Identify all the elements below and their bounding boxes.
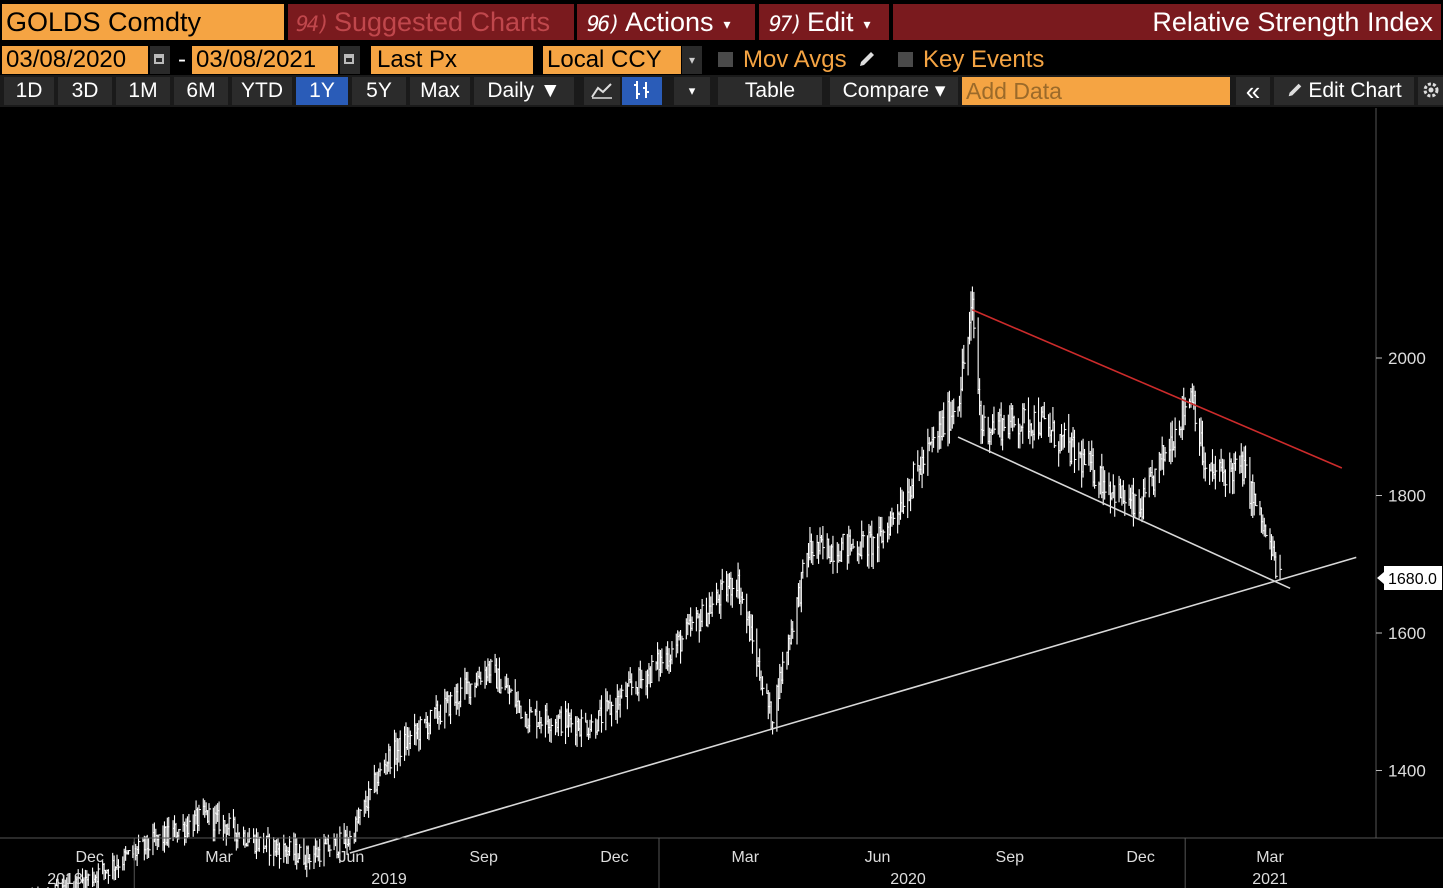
calendar-icon[interactable] (150, 46, 170, 74)
currency-select[interactable]: Local CCY (543, 46, 681, 74)
last-price-pointer (1377, 572, 1384, 584)
end-date-input[interactable]: 03/08/2021 (192, 46, 338, 74)
range-ytd-button[interactable]: YTD (232, 77, 292, 105)
chevron-down-icon[interactable]: ▾ (682, 46, 702, 74)
support-trendline[interactable] (957, 436, 1291, 590)
x-tick-label: Mar (1256, 849, 1284, 866)
page-title: Relative Strength Index (893, 4, 1441, 40)
range-5y-button[interactable]: 5Y (352, 77, 406, 105)
price-chart: 120014001600180020001680.0 DecMarJunSepD… (0, 108, 1443, 888)
resistance-trendline[interactable] (972, 309, 1343, 469)
edit-chart-button[interactable]: Edit Chart (1274, 77, 1414, 105)
edit-chart-label: Edit Chart (1308, 79, 1402, 102)
y-tick-label: 1800 (1388, 487, 1426, 506)
pencil-icon (1289, 83, 1302, 97)
gear-icon[interactable] (1418, 77, 1443, 105)
x-tick-label: Mar (731, 849, 759, 866)
field-input[interactable]: Last Px (371, 46, 533, 74)
year-label: 2020 (890, 871, 926, 888)
menu-label: Suggested Charts (333, 7, 551, 37)
trendlines (349, 309, 1357, 854)
menu-number: 96) (587, 12, 621, 36)
mov-avgs-label: Mov Avgs (743, 46, 847, 73)
range-1y-button[interactable]: 1Y (296, 77, 348, 105)
range-max-button[interactable]: Max (410, 77, 470, 105)
range-3d-button[interactable]: 3D (58, 77, 112, 105)
key-events-checkbox[interactable] (898, 52, 913, 67)
frequency-select[interactable]: Daily ▼ (474, 77, 574, 105)
menu-label: Edit (806, 7, 854, 37)
ticker-field[interactable]: GOLDS Comdty (2, 4, 284, 40)
x-tick-label: Jun (865, 849, 891, 866)
date-separator: - (178, 46, 186, 73)
support-trendline[interactable] (349, 556, 1357, 854)
range-1d-button[interactable]: 1D (4, 77, 54, 105)
mov-avgs-checkbox[interactable] (718, 52, 733, 67)
edit-menu[interactable]: 97) Edit ▾ (759, 4, 889, 40)
x-tick-label: Mar (205, 849, 233, 866)
x-axis: Dec Mar Jun Sep Dec Mar Jun Sep Dec Mar 2018 2019 20… (0, 837, 1443, 888)
start-date-input[interactable]: 03/08/2020 (2, 46, 148, 74)
range-1m-button[interactable]: 1M (116, 77, 170, 105)
x-tick-label: Dec (600, 849, 628, 866)
price-bars (31, 286, 1283, 888)
year-label: 2021 (1252, 871, 1288, 888)
menu-number: 97) (769, 12, 803, 36)
suggested-charts-menu[interactable]: 94) Suggested Charts (288, 4, 574, 40)
actions-menu[interactable]: 96) Actions ▾ (577, 4, 755, 40)
last-price-label: 1680.0 (1388, 571, 1437, 588)
x-tick-label: Sep (996, 849, 1025, 866)
line-chart-icon[interactable] (584, 77, 620, 105)
pencil-icon[interactable] (857, 49, 877, 69)
compare-select[interactable]: Compare ▾ (830, 77, 958, 105)
chevron-down-icon: ▾ (863, 15, 871, 32)
year-label: 2018 (47, 871, 83, 888)
x-tick-label: Dec (75, 849, 103, 866)
y-axis: 120014001600180020001680.0 (1375, 108, 1442, 838)
collapse-icon[interactable]: « (1236, 77, 1270, 105)
key-events-option[interactable]: Key Events (923, 46, 1063, 74)
range-6m-button[interactable]: 6M (174, 77, 228, 105)
year-label: 2019 (371, 871, 407, 888)
menu-number: 94) (296, 12, 330, 36)
menu-label: Actions (624, 7, 714, 37)
x-tick-label: Dec (1126, 849, 1154, 866)
table-button[interactable]: Table (718, 77, 822, 105)
x-tick-label: Sep (469, 849, 498, 866)
chart-type-dropdown[interactable]: ▾ (674, 77, 710, 105)
chevron-down-icon: ▾ (723, 15, 731, 32)
key-events-label: Key Events (923, 46, 1045, 73)
y-tick-label: 1400 (1388, 762, 1426, 781)
add-data-input[interactable]: Add Data (962, 77, 1230, 105)
y-tick-label: 2000 (1388, 349, 1426, 368)
bar-chart-icon[interactable] (622, 77, 662, 105)
x-tick-label: Jun (338, 849, 364, 866)
mov-avgs-option[interactable]: Mov Avgs (743, 46, 893, 74)
y-tick-label: 1600 (1388, 624, 1426, 643)
last-price-box (1384, 566, 1442, 590)
calendar-icon[interactable] (340, 46, 360, 74)
